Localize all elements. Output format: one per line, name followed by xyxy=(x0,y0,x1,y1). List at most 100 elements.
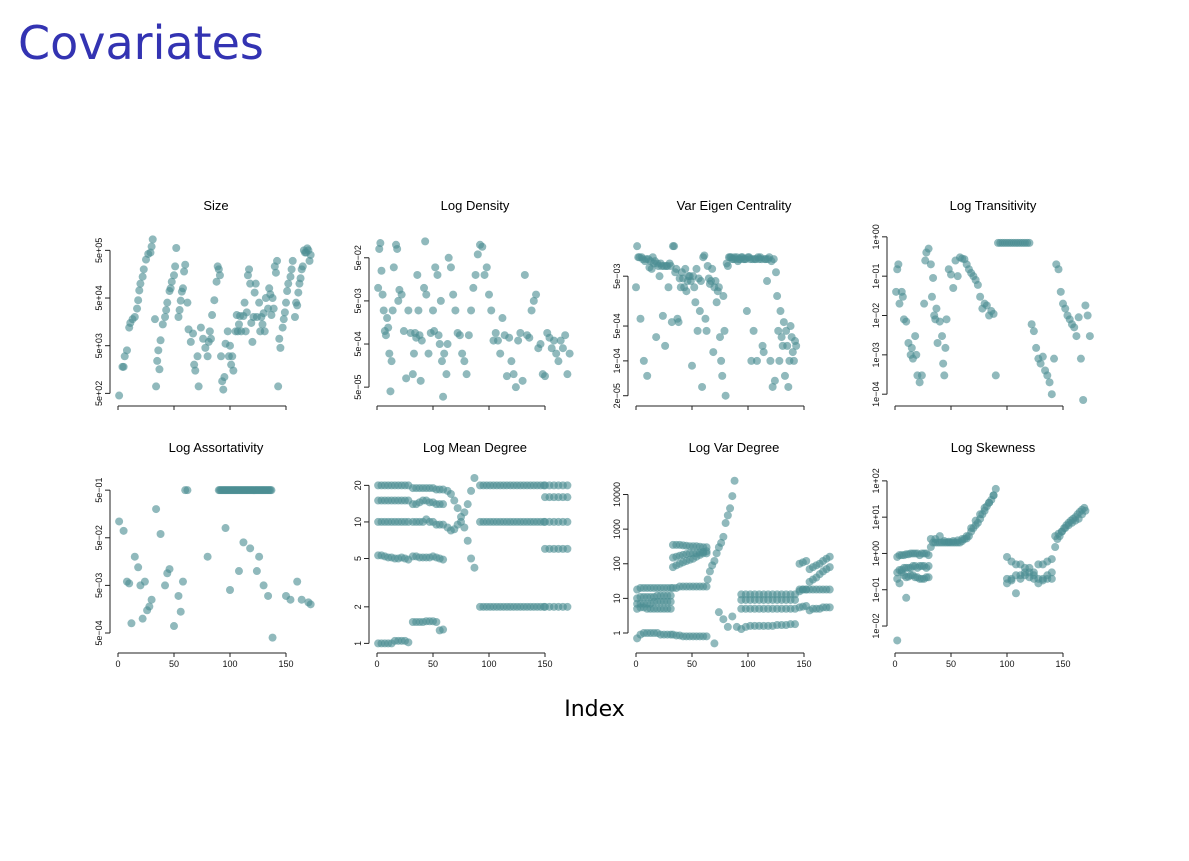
data-point xyxy=(442,370,451,379)
data-point xyxy=(378,290,387,299)
data-point xyxy=(719,615,728,624)
data-point xyxy=(505,333,514,342)
data-point xyxy=(941,343,950,352)
data-point xyxy=(471,270,480,279)
data-point xyxy=(469,283,478,292)
data-point xyxy=(664,283,673,292)
data-point xyxy=(133,304,142,313)
data-point xyxy=(507,357,516,366)
data-point xyxy=(467,554,476,563)
data-point xyxy=(145,602,154,611)
data-point xyxy=(439,555,448,564)
data-point xyxy=(210,296,219,305)
data-point xyxy=(189,329,198,338)
data-point xyxy=(389,263,398,272)
data-point xyxy=(432,618,441,627)
data-point xyxy=(1085,332,1094,341)
data-point xyxy=(436,296,445,305)
y-tick-label: 5e−04 xyxy=(353,331,363,356)
data-point xyxy=(825,563,834,572)
data-point xyxy=(178,577,187,586)
data-point xyxy=(720,326,729,335)
data-point xyxy=(241,327,250,336)
data-point xyxy=(271,268,280,277)
data-point xyxy=(708,264,717,273)
scatter-panel-2: Log Density 5e−05 5e−04 5e−03 5e−02 xyxy=(353,198,574,410)
data-point xyxy=(171,262,180,271)
data-point xyxy=(711,277,720,286)
data-point xyxy=(150,315,159,324)
scatter-panel-8: Log Skewness 1e−02 1e−01 1e+00 1e+01 1e+02 0 50… xyxy=(871,440,1090,669)
data-point xyxy=(1072,332,1081,341)
data-point xyxy=(119,526,128,535)
data-point xyxy=(940,371,949,380)
data-point xyxy=(444,253,453,262)
x-tick-label: 150 xyxy=(537,659,552,669)
data-point xyxy=(691,298,700,307)
data-point xyxy=(554,357,563,366)
data-point xyxy=(1038,352,1047,361)
data-point xyxy=(721,519,730,528)
data-point xyxy=(784,382,793,391)
data-point xyxy=(895,579,904,588)
y-tick-label: 1e−01 xyxy=(871,264,881,289)
data-point xyxy=(174,313,183,321)
data-point xyxy=(719,292,728,301)
data-point xyxy=(563,481,572,490)
data-point xyxy=(478,242,487,251)
data-point xyxy=(273,256,282,265)
y-tick-label: 1e+00 xyxy=(871,224,881,249)
data-point xyxy=(287,265,296,274)
y-tick-label: 1e−01 xyxy=(871,577,881,602)
y-tick-label: 1e−02 xyxy=(871,303,881,328)
data-point xyxy=(758,341,767,350)
y-tick-label: 5e−03 xyxy=(94,573,104,598)
data-point xyxy=(701,314,710,323)
data-point xyxy=(431,263,440,272)
data-point xyxy=(397,290,406,299)
data-point xyxy=(158,320,167,329)
data-point xyxy=(924,551,933,560)
data-point xyxy=(802,557,811,566)
data-point xyxy=(242,308,251,317)
data-point xyxy=(1029,327,1038,336)
data-point xyxy=(783,341,792,350)
data-point xyxy=(283,287,292,296)
data-point xyxy=(774,326,783,335)
data-point xyxy=(980,503,989,512)
data-point xyxy=(766,356,775,365)
data-point xyxy=(926,260,935,269)
data-point xyxy=(563,544,572,553)
data-point xyxy=(632,283,640,292)
data-point xyxy=(279,315,288,324)
data-point xyxy=(661,341,670,350)
data-point xyxy=(156,336,165,345)
data-point xyxy=(450,496,459,505)
y-tick-label: 1000 xyxy=(612,519,622,539)
data-point xyxy=(186,337,195,346)
data-point xyxy=(1047,555,1056,564)
data-point xyxy=(165,565,174,574)
data-point xyxy=(652,333,661,342)
data-point xyxy=(172,244,181,253)
scatter-panel-7: Log Var Degree 1 10 100 1000 10000 0 50 100 150 xyxy=(612,440,834,669)
data-point xyxy=(449,290,458,299)
y-tick-label: 5e+03 xyxy=(94,333,104,358)
data-point xyxy=(509,370,518,379)
y-tick-label: 2 xyxy=(353,604,363,609)
data-point xyxy=(702,632,711,641)
data-point xyxy=(245,265,254,274)
data-point xyxy=(381,331,390,340)
data-point xyxy=(1047,390,1056,399)
data-point xyxy=(246,279,255,288)
data-point xyxy=(747,356,756,365)
y-tick-label: 5e−01 xyxy=(94,478,104,503)
data-point xyxy=(1054,265,1063,274)
data-point xyxy=(413,270,422,279)
data-point xyxy=(949,284,958,293)
data-point xyxy=(496,349,505,358)
x-tick-label: 0 xyxy=(892,659,897,669)
data-point xyxy=(511,383,520,392)
data-point xyxy=(558,344,567,353)
data-point xyxy=(203,552,212,561)
